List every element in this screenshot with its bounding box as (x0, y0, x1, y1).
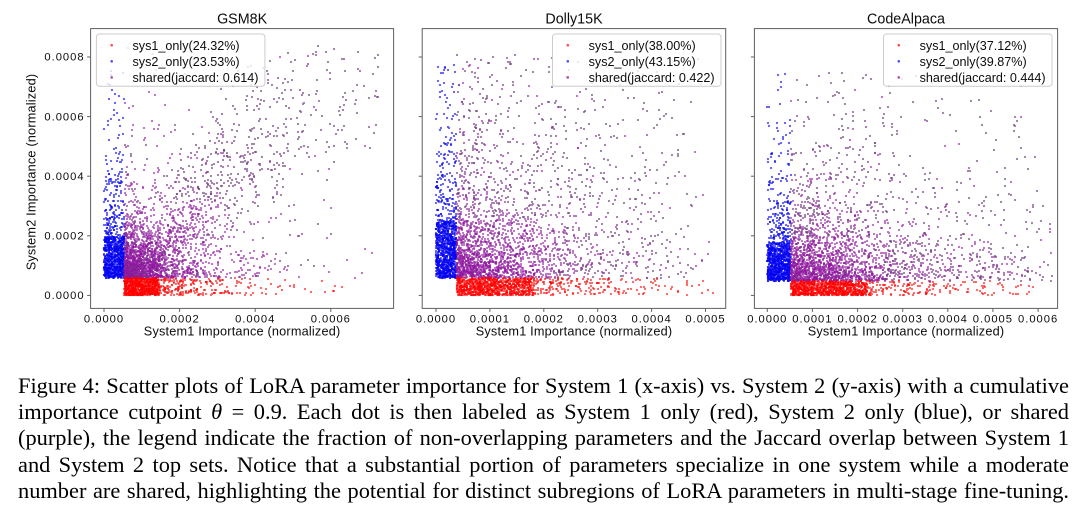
svg-text:0.0002: 0.0002 (44, 231, 84, 243)
svg-text:0.0005: 0.0005 (973, 314, 1013, 326)
svg-text:GSM8K: GSM8K (217, 12, 268, 28)
svg-text:0.0004: 0.0004 (235, 314, 275, 326)
svg-text:shared(jaccard: 0.614): shared(jaccard: 0.614) (133, 71, 259, 85)
svg-text:0.0003: 0.0003 (578, 314, 618, 326)
svg-text:0.0004: 0.0004 (44, 171, 84, 183)
svg-text:0.0003: 0.0003 (883, 314, 923, 326)
svg-text:0.0004: 0.0004 (928, 314, 968, 326)
svg-text:0.0002: 0.0002 (837, 314, 877, 326)
svg-text:0.0005: 0.0005 (685, 314, 725, 326)
svg-text:0.0000: 0.0000 (747, 314, 787, 326)
svg-text:shared(jaccard: 0.444): shared(jaccard: 0.444) (920, 71, 1046, 85)
svg-text:0.0000: 0.0000 (44, 290, 84, 302)
svg-text:0.0000: 0.0000 (84, 314, 124, 326)
svg-text:System1 Importance (normalized: System1 Importance (normalized) (476, 325, 673, 339)
svg-text:0.0001: 0.0001 (470, 314, 510, 326)
svg-text:sys1_only(38.00%): sys1_only(38.00%) (589, 39, 696, 53)
svg-text:sys1_only(37.12%): sys1_only(37.12%) (920, 39, 1027, 53)
svg-text:CodeAlpaca: CodeAlpaca (867, 12, 945, 28)
svg-text:0.0001: 0.0001 (792, 314, 832, 326)
svg-text:System1 Importance (normalized: System1 Importance (normalized) (808, 325, 1005, 339)
svg-text:0.0002: 0.0002 (159, 314, 199, 326)
svg-text:0.0006: 0.0006 (311, 314, 351, 326)
svg-text:System2 Importance (normalized: System2 Importance (normalized) (25, 74, 39, 271)
svg-text:sys1_only(24.32%): sys1_only(24.32%) (133, 39, 240, 53)
svg-text:shared(jaccard: 0.422): shared(jaccard: 0.422) (589, 71, 715, 85)
svg-text:0.0000: 0.0000 (416, 314, 456, 326)
svg-text:sys2_only(43.15%): sys2_only(43.15%) (589, 55, 696, 69)
svg-text:sys2_only(39.87%): sys2_only(39.87%) (920, 55, 1027, 69)
svg-text:System1 Importance (normalized: System1 Importance (normalized) (144, 325, 341, 339)
svg-text:0.0002: 0.0002 (524, 314, 564, 326)
svg-text:0.0008: 0.0008 (44, 52, 84, 64)
svg-text:Dolly15K: Dolly15K (545, 12, 603, 28)
svg-text:sys2_only(23.53%): sys2_only(23.53%) (133, 55, 240, 69)
svg-text:0.0006: 0.0006 (1018, 314, 1058, 326)
svg-text:0.0006: 0.0006 (44, 111, 84, 123)
svg-text:0.0004: 0.0004 (631, 314, 671, 326)
